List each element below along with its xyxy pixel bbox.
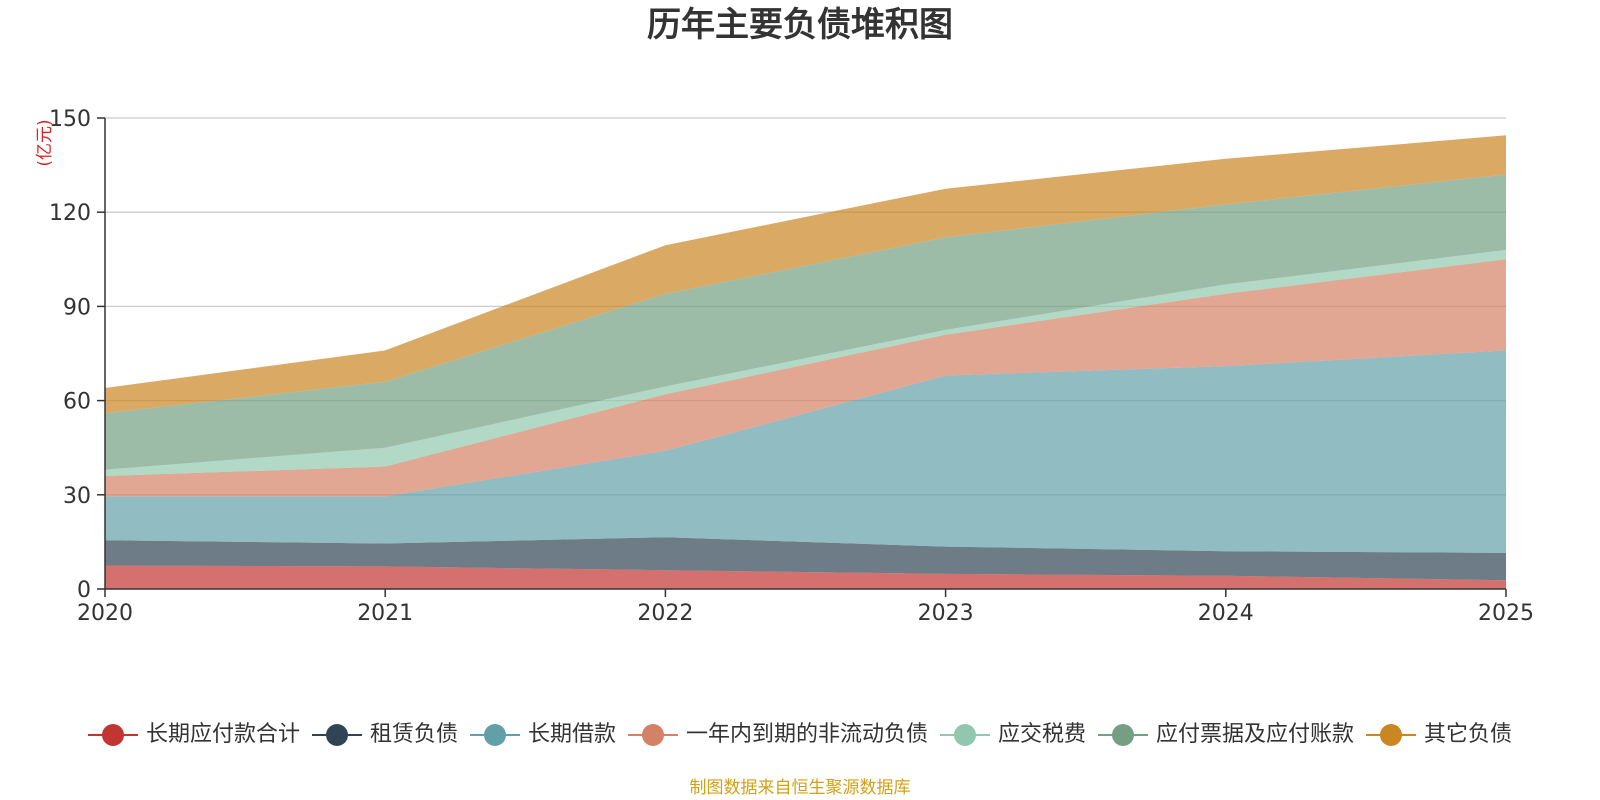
y-tick-label: 60 (63, 390, 91, 415)
area-series[interactable] (105, 537, 1506, 581)
legend-label: 其它负债 (1424, 722, 1513, 747)
legend-marker-icon (1098, 722, 1149, 748)
y-tick-label: 120 (49, 201, 91, 226)
legend-label: 长期应付款合计 (145, 722, 300, 747)
x-tick-label: 2022 (637, 601, 693, 626)
chart-title: 历年主要负债堆积图 (647, 5, 953, 45)
axes: 0 30 60 90 120 150 2020 2021 2022 2023 2024 2025 (49, 107, 1534, 626)
y-axis-unit-label: (亿元) (35, 119, 55, 166)
legend-marker-icon (469, 722, 520, 748)
y-tick-label: 90 (63, 295, 91, 320)
legend-label: 租赁负债 (369, 722, 458, 747)
x-tick-label: 2023 (918, 601, 974, 626)
legend-marker-icon (1366, 722, 1417, 748)
legend-item[interactable]: 长期借款 (469, 722, 616, 748)
legend-marker-icon (87, 722, 138, 748)
area-series[interactable] (105, 249, 1506, 476)
y-tick-label: 0 (77, 578, 91, 603)
legend-marker-icon (311, 722, 362, 748)
legend-item[interactable]: 应付票据及应付账款 (1098, 722, 1354, 748)
x-tick-label: 2021 (357, 601, 413, 626)
y-tick-label: 30 (63, 484, 91, 509)
y-tick-label: 150 (49, 107, 91, 132)
area-series[interactable] (105, 135, 1506, 414)
x-tick-label: 2020 (77, 601, 133, 626)
stacked-area-chart: 0 30 60 90 120 150 2020 2021 2022 2023 2024 2025 (亿… (35, 107, 1534, 626)
x-tick-label: 2025 (1478, 601, 1534, 626)
legend-item[interactable]: 租赁负债 (311, 722, 458, 748)
legend-item[interactable]: 其它负债 (1366, 722, 1512, 748)
legend-item[interactable]: 应交税费 (940, 722, 1086, 748)
area-series[interactable] (105, 174, 1506, 470)
area-series[interactable] (105, 565, 1506, 590)
legend-label: 一年内到期的非流动负债 (685, 722, 928, 747)
legend-label: 应交税费 (998, 722, 1087, 747)
legend-item[interactable]: 一年内到期的非流动负债 (627, 722, 928, 748)
legend-label: 长期借款 (527, 722, 616, 747)
legend-label: 应付票据及应付账款 (1156, 722, 1355, 747)
legend-marker-icon (940, 722, 990, 748)
x-tick-label: 2024 (1198, 601, 1254, 626)
area-series[interactable] (105, 350, 1506, 553)
area-layers (105, 135, 1506, 589)
legend-item[interactable]: 长期应付款合计 (87, 722, 300, 748)
legend-marker-icon (627, 722, 678, 748)
area-series[interactable] (105, 259, 1506, 497)
source-note: 制图数据来自恒生聚源数据库 (689, 778, 911, 798)
legend: 长期应付款合计 租赁负债 长期借款 一年内到期的非流动负债 应交税费 应付票据及应付账款 其… (0, 718, 1600, 752)
